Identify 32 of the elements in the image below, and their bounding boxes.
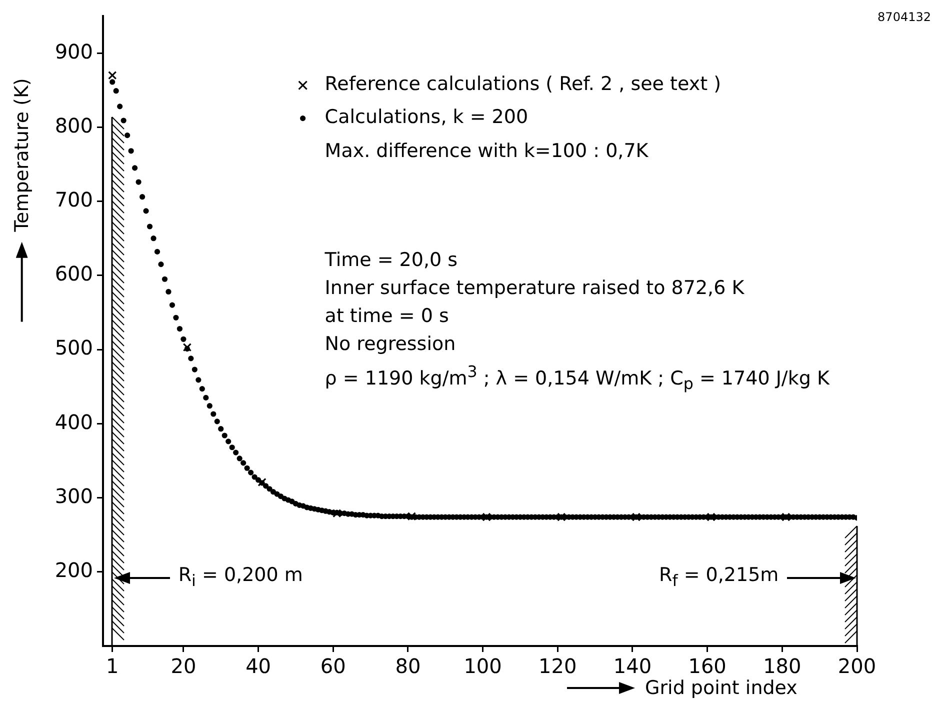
y-tick-label: 600: [54, 262, 93, 286]
annotation: ρ = 1190 kg/m$^{3}$ ; λ = 0,154 W/mK ; C$_{p}$ = 1740 J/kg K: [324, 361, 830, 396]
y-tick-label: 200: [54, 558, 93, 582]
x-tick-label: 60: [320, 654, 346, 678]
x-tick-label: 120: [538, 654, 577, 678]
y-tick-label: 400: [54, 410, 93, 434]
y-tick-label: 300: [54, 484, 93, 508]
annotation: R$_{i}$ = 0,200 m: [178, 564, 303, 592]
x-tick-label: 80: [395, 654, 421, 678]
x-tick-label: 20: [170, 654, 196, 678]
text: 8704132: [878, 10, 931, 24]
y-tick-label: 800: [54, 113, 93, 138]
legend-label: Reference calculations ( Ref. 2 , see text ): [324, 73, 721, 96]
x-tick-label: 1: [106, 654, 119, 678]
annotation: R$_{f}$ = 0,215m: [659, 564, 779, 592]
legend-label: Calculations, k = 200: [324, 106, 528, 128]
x-tick-label: 140: [613, 654, 652, 678]
x-tick-label: 160: [688, 654, 726, 678]
y-tick-label: 500: [54, 336, 93, 360]
x-tick-label: 100: [464, 654, 502, 678]
annotation: No regression: [324, 333, 456, 356]
x-tick-label: 180: [763, 654, 802, 678]
annotation: Inner surface temperature raised to 872,6 K: [324, 277, 744, 300]
x-tick-label: 200: [838, 654, 876, 678]
x-tick-label: 40: [246, 654, 272, 678]
x-axis-title: Grid point index: [645, 677, 798, 699]
annotation: Max. difference with k=100 : 0,7K: [324, 140, 648, 162]
y-tick-label: 700: [54, 187, 93, 212]
y-tick-label: 900: [54, 39, 93, 64]
annotation: Time = 20,0 s: [324, 249, 458, 272]
y-axis-title: Temperature (K): [10, 78, 33, 232]
annotation: at time = 0 s: [324, 305, 449, 328]
